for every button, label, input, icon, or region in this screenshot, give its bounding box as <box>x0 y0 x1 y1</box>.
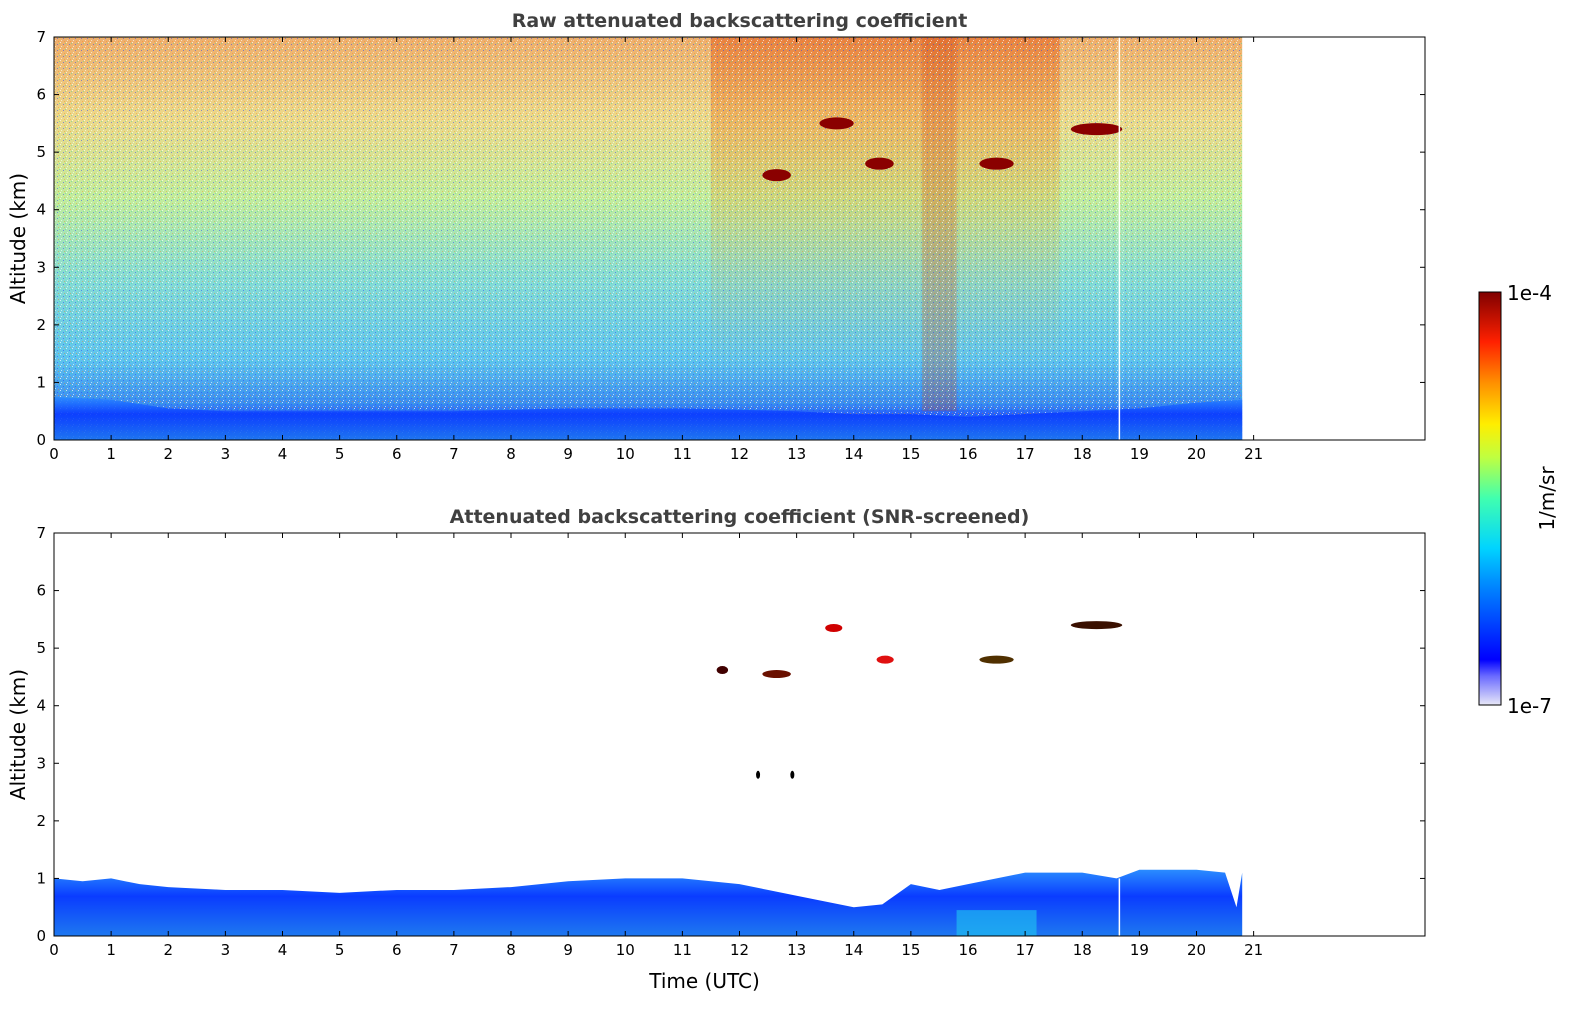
x-tick-label: 13 <box>787 445 806 463</box>
x-tick-label: 1 <box>106 445 116 463</box>
x-tick-label: 7 <box>449 445 459 463</box>
x-tick-label: 5 <box>335 445 345 463</box>
screened-boundary-layer <box>54 869 1243 936</box>
raw-cloud-layer <box>979 157 1014 170</box>
y-tick-label: 0 <box>36 431 46 449</box>
screened-heatmap-image <box>54 621 1243 936</box>
screened-cloud-layer <box>756 770 761 779</box>
x-tick-label: 18 <box>1073 941 1092 959</box>
x-tick-label: 14 <box>844 941 863 959</box>
screened-panel-title: Attenuated backscattering coefficient (S… <box>450 506 1030 528</box>
x-tick-label: 3 <box>221 941 231 959</box>
x-tick-label: 12 <box>730 941 749 959</box>
y-tick-label: 3 <box>36 754 46 772</box>
x-tick-label: 20 <box>1187 941 1206 959</box>
x-tick-label: 12 <box>730 445 749 463</box>
x-tick-label: 18 <box>1073 445 1092 463</box>
snr-screened-panel: Attenuated backscattering coefficient (S… <box>6 506 1426 993</box>
x-tick-label: 9 <box>563 941 573 959</box>
x-tick-label: 11 <box>673 941 692 959</box>
y-tick-label: 6 <box>36 582 46 600</box>
x-tick-label: 19 <box>1130 941 1149 959</box>
x-tick-label: 5 <box>335 941 345 959</box>
x-tick-label: 16 <box>958 445 977 463</box>
x-tick-label: 19 <box>1130 445 1149 463</box>
x-tick-label: 6 <box>392 445 402 463</box>
y-tick-label: 4 <box>36 201 46 219</box>
screened-y-axis-label: Altitude (km) <box>6 669 30 800</box>
y-tick-label: 2 <box>36 316 46 334</box>
y-tick-label: 3 <box>36 258 46 276</box>
raw-cloud-layer <box>1070 123 1123 136</box>
screened-x-axis: 0 1 2 3 4 5 6 7 8 9 10 11 12 13 14 15 16 17 18 19 20 21 <box>49 533 1263 959</box>
colorbar: 1e-4 1e-7 1/m/sr <box>1478 281 1559 718</box>
screened-cloud-layer <box>790 770 795 779</box>
screened-y-axis: 0 1 2 3 4 5 6 7 <box>36 524 1425 945</box>
raw-cloud-layer <box>819 117 854 130</box>
x-tick-label: 10 <box>616 941 635 959</box>
x-tick-label: 16 <box>958 941 977 959</box>
y-tick-label: 0 <box>36 927 46 945</box>
x-tick-label: 1 <box>106 941 116 959</box>
y-tick-label: 7 <box>36 28 46 46</box>
x-tick-label: 8 <box>506 941 516 959</box>
raw-x-axis: 0 1 2 3 4 5 6 7 8 9 10 11 12 13 14 15 16 17 18 19 20 21 <box>49 37 1263 463</box>
colorbar-max-label: 1e-4 <box>1507 281 1552 305</box>
screened-cloud-layer <box>825 623 843 632</box>
colorbar-min-label: 1e-7 <box>1507 694 1552 718</box>
screened-cloud-layer <box>979 655 1014 664</box>
raw-boundary-layer <box>54 396 1243 440</box>
raw-y-axis: 0 1 2 3 4 5 6 7 <box>36 28 1425 449</box>
raw-heatmap-image <box>54 37 1243 440</box>
screened-cloud-layer <box>716 666 729 675</box>
x-tick-label: 8 <box>506 445 516 463</box>
colorbar-unit-label: 1/m/sr <box>1535 466 1559 531</box>
screened-cloud-layer <box>762 670 791 679</box>
y-tick-label: 4 <box>36 697 46 715</box>
raw-backscatter-panel: Raw attenuated backscattering coefficien… <box>6 10 1426 463</box>
x-tick-label: 0 <box>49 445 59 463</box>
screened-bright-region <box>956 910 1037 936</box>
raw-cloud-layer <box>762 169 791 182</box>
x-tick-label: 3 <box>221 445 231 463</box>
y-tick-label: 7 <box>36 524 46 542</box>
screened-cloud-layer <box>876 655 894 664</box>
y-tick-label: 1 <box>36 373 46 391</box>
screened-cloud-layer <box>1070 621 1123 630</box>
x-tick-label: 4 <box>278 941 288 959</box>
raw-cloud-layer <box>865 157 894 170</box>
x-tick-label: 7 <box>449 941 459 959</box>
colorbar-gradient <box>1478 291 1502 706</box>
y-tick-label: 1 <box>36 869 46 887</box>
x-tick-label: 14 <box>844 445 863 463</box>
raw-y-axis-label: Altitude (km) <box>6 173 30 304</box>
y-tick-label: 2 <box>36 812 46 830</box>
x-tick-label: 10 <box>616 445 635 463</box>
x-tick-label: 15 <box>901 445 920 463</box>
y-tick-label: 5 <box>36 639 46 657</box>
x-tick-label: 21 <box>1244 445 1263 463</box>
raw-noise-texture <box>54 37 1243 440</box>
x-tick-label: 2 <box>163 941 173 959</box>
y-tick-label: 6 <box>36 86 46 104</box>
x-tick-label: 17 <box>1016 941 1035 959</box>
x-tick-label: 17 <box>1016 445 1035 463</box>
x-tick-label: 20 <box>1187 445 1206 463</box>
x-tick-label: 9 <box>563 445 573 463</box>
x-tick-label: 21 <box>1244 941 1263 959</box>
x-tick-label: 6 <box>392 941 402 959</box>
x-tick-label: 0 <box>49 941 59 959</box>
y-tick-label: 5 <box>36 143 46 161</box>
x-tick-label: 15 <box>901 941 920 959</box>
x-tick-label: 11 <box>673 445 692 463</box>
x-tick-label: 4 <box>278 445 288 463</box>
x-tick-label: 13 <box>787 941 806 959</box>
screened-x-axis-label: Time (UTC) <box>648 969 760 993</box>
x-tick-label: 2 <box>163 445 173 463</box>
raw-panel-title: Raw attenuated backscattering coefficien… <box>512 10 968 32</box>
